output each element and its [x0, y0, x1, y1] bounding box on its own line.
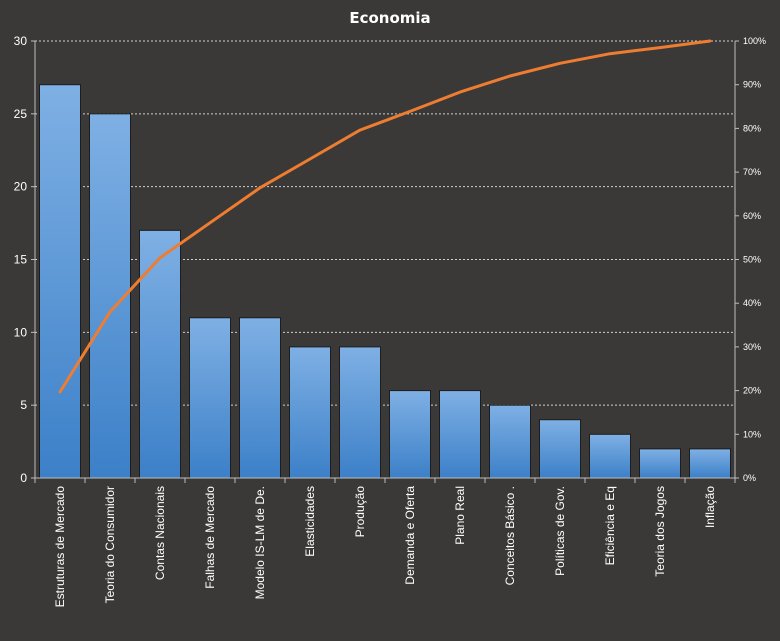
category-label: Plano Real: [453, 486, 467, 545]
category-label: Teoria dos Jogos: [653, 486, 667, 577]
category-label: Produção: [353, 486, 367, 538]
category-label: Elasticidades: [303, 486, 317, 557]
right-tick-label: 20%: [743, 386, 761, 396]
bar: [439, 390, 481, 479]
left-tick-label: 20: [14, 180, 28, 194]
bar: [639, 448, 681, 479]
left-tick-label: 15: [14, 253, 28, 267]
category-label: Demanda e Oferta: [403, 486, 417, 585]
left-axis-ticks: 0 5 10 15 20 25 30: [14, 34, 28, 485]
category-label: Falhas de Mercado: [203, 486, 217, 589]
cumulative-line: [58, 39, 712, 394]
category-label: Modelo IS-LM de De.: [253, 486, 267, 599]
bar: [339, 346, 381, 479]
bars-group: [39, 84, 731, 479]
bar: [389, 390, 431, 479]
chart-title: Economia: [349, 9, 430, 27]
right-tick-label: 60%: [743, 211, 761, 221]
bar: [589, 433, 631, 479]
right-tick-label: 90%: [743, 80, 761, 90]
left-tick-label: 10: [14, 325, 28, 339]
bar: [189, 317, 231, 479]
right-tick-label: 80%: [743, 123, 761, 133]
left-tick-label: 5: [20, 398, 27, 412]
right-tick-label: 10%: [743, 429, 761, 439]
bar: [539, 419, 581, 479]
right-axis-ticks: 0% 10% 20% 30% 40% 50% 60% 70% 80% 90% 100%: [743, 36, 766, 483]
left-tick-label: 0: [20, 471, 27, 485]
category-label: Eficiência e Eq: [603, 486, 617, 565]
bar: [689, 448, 731, 479]
bar: [489, 404, 531, 479]
x-axis-ticks: Estruturas de Mercado Teoria do Consumido…: [53, 486, 717, 608]
right-tick-label: 40%: [743, 298, 761, 308]
bar: [239, 317, 281, 479]
category-label: Contas Nacionais: [153, 486, 167, 580]
category-label: Inflação: [703, 486, 717, 528]
right-tick-label: 70%: [743, 167, 761, 177]
axes: [31, 40, 739, 483]
bar: [139, 229, 181, 479]
cumulative-line-group: [58, 39, 712, 394]
category-label: Teoria do Consumidor: [103, 486, 117, 603]
category-label: Políticas de Gov.: [553, 486, 567, 576]
right-tick-label: 30%: [743, 342, 761, 352]
right-tick-label: 100%: [743, 36, 766, 46]
category-label: Conceitos Básico .: [503, 486, 517, 585]
right-tick-label: 0%: [743, 473, 756, 483]
right-tick-label: 50%: [743, 255, 761, 265]
category-label: Estruturas de Mercado: [53, 486, 67, 608]
bar: [289, 346, 331, 479]
bar: [39, 84, 81, 479]
left-tick-label: 30: [14, 34, 28, 48]
left-tick-label: 25: [14, 107, 28, 121]
